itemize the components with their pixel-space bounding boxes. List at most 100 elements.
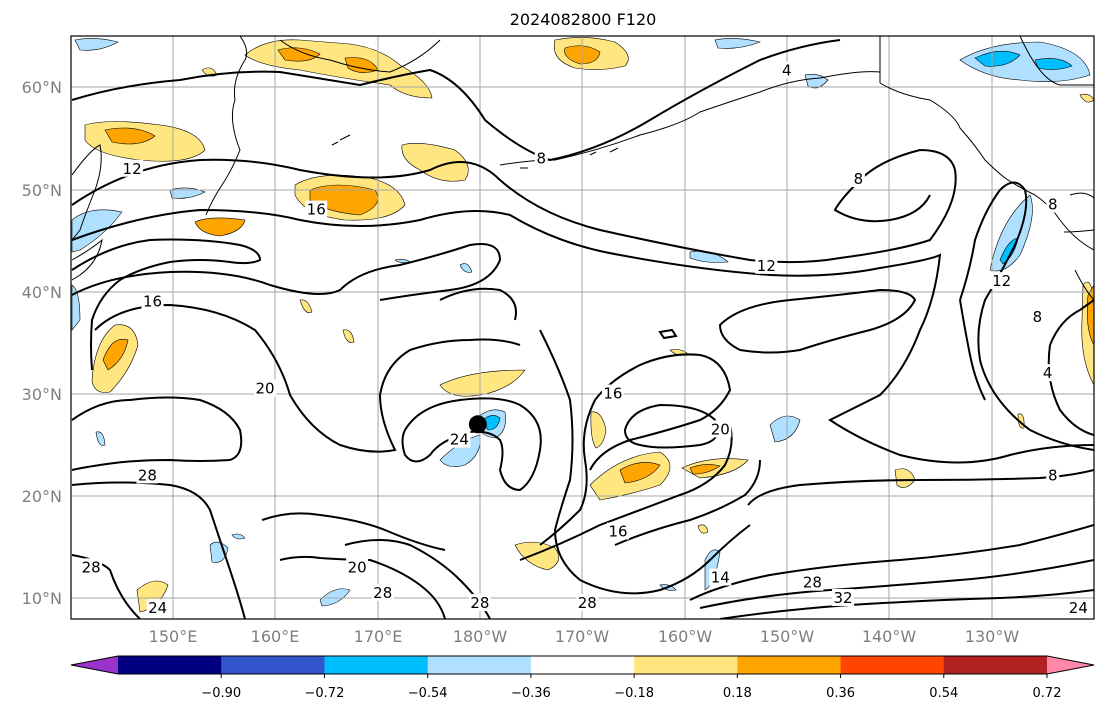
colorbar: −0.90 −0.72 −0.54 −0.36 −0.18 0.18 0.36 0.54 0.7… (70, 655, 1095, 701)
colorbar-tick-label: −0.54 (408, 686, 448, 701)
positive-anomaly-core (619, 462, 661, 484)
contour-label-bg (755, 256, 778, 274)
colorbar-segment (634, 656, 738, 674)
contour-label: 28 (578, 594, 597, 612)
lat-label: 20°N (22, 487, 62, 506)
colorbar-tick-label: 0.36 (826, 686, 855, 701)
lon-label: 130°W (965, 627, 1020, 646)
colorbar-tick-label: 0.54 (929, 686, 958, 701)
colorbar-tick-label: 0.72 (1033, 686, 1062, 701)
positive-anomaly-patch (590, 411, 607, 449)
contour-label: 28 (82, 558, 101, 576)
colorbar-segment (840, 656, 945, 674)
map-title: 2024082800 F120 (510, 10, 657, 29)
lat-label: 30°N (22, 385, 62, 404)
contour-label-bg (832, 589, 855, 606)
contour-label: 8 (1048, 196, 1058, 214)
lat-label: 50°N (22, 181, 62, 200)
contour-label-bg (254, 379, 277, 397)
colorbar-extend-low (71, 656, 118, 674)
contour-label-bg (1046, 195, 1060, 213)
lon-label: 140°W (862, 627, 917, 646)
positive-anomaly-patch (401, 143, 469, 182)
map-frame (70, 35, 1095, 620)
lon-label: 180°W (453, 627, 508, 646)
longitude-labels: 150°E 160°E 170°E 180°W 170°W 160°W 150°… (149, 627, 1020, 646)
positive-anomaly-core (102, 338, 129, 371)
contour-label: 16 (307, 201, 326, 219)
contour-label: 12 (123, 160, 142, 178)
positive-anomaly-patch (194, 217, 246, 237)
colorbar-segment (118, 656, 222, 674)
negative-anomaly-patch (989, 194, 1033, 272)
contour-label: 20 (256, 379, 275, 397)
contour-label-bg (709, 420, 732, 438)
colorbar-tick-label: −0.90 (201, 686, 241, 701)
contour-label: 24 (30, 231, 49, 249)
storm-center-marker (468, 415, 487, 434)
lat-label: 10°N (22, 589, 62, 608)
contour-label-bg (607, 522, 630, 540)
contour-label-bg (448, 430, 471, 448)
lon-label: 150°W (760, 627, 815, 646)
map-area: 4 8 8 8 8 12 12 12 16 16 16 16 20 20 20 24 24 24 24 28 28 28 2… (30, 36, 1094, 619)
negative-anomaly-patch (209, 541, 229, 563)
colorbar-tick-label: −0.18 (614, 686, 654, 701)
contour-label: 20 (711, 420, 730, 438)
contour-label: 16 (608, 523, 627, 541)
colorbar-extend-high (1047, 656, 1094, 674)
contour-label-bg (1030, 307, 1044, 325)
contour-label: 16 (603, 385, 622, 403)
coastlines (71, 36, 1094, 301)
contour-label: 8 (1033, 308, 1043, 326)
colorbar-segment (324, 656, 429, 674)
contour-label-bg (468, 594, 491, 612)
contour-label: 4 (1043, 364, 1053, 382)
negative-anomaly-patch (319, 588, 351, 607)
contour-label: 12 (757, 257, 776, 275)
contour-label-bg (990, 272, 1013, 290)
contour-label-bg (601, 384, 624, 402)
contour-label-bg (141, 292, 164, 310)
lon-label: 160°E (251, 627, 300, 646)
contour-label: 8 (537, 150, 547, 168)
colorbar-tick-label: 0.18 (723, 686, 752, 701)
contour-label-bg (346, 558, 369, 576)
contour-label-bg (121, 159, 144, 177)
contour-label: 14 (711, 569, 730, 587)
positive-anomaly-patch (439, 369, 526, 397)
contour-label: 32 (834, 589, 853, 607)
contour-label-bg (1046, 466, 1060, 484)
contour-label: 20 (348, 558, 367, 576)
contour-label-bg (780, 61, 794, 79)
contour-label-bg (1067, 599, 1090, 617)
colorbar-segment (427, 656, 532, 674)
contour-label: 12 (992, 272, 1011, 290)
contour-label: 28 (138, 466, 157, 484)
lon-label: 170°E (354, 627, 403, 646)
contour-label-bg (851, 169, 865, 187)
contour-label-bg (576, 594, 599, 612)
contour-label-bg (534, 149, 548, 167)
latitude-labels: 60°N 50°N 40°N 30°N 20°N 10°N (22, 78, 62, 608)
contour-label-bg (371, 583, 394, 601)
contour-label: 28 (470, 594, 489, 612)
contour-label: 8 (1048, 466, 1058, 484)
colorbar-segment (737, 656, 842, 674)
contour-label-bg (136, 466, 159, 484)
lat-label: 60°N (22, 78, 62, 97)
graticule (71, 36, 1094, 619)
contour-label-bg (305, 200, 328, 218)
contour-label-bg (801, 573, 824, 591)
contour-label: 24 (1069, 599, 1088, 617)
lon-label: 170°W (555, 627, 610, 646)
positive-anomaly-core (689, 464, 721, 475)
contour-label: 28 (373, 584, 392, 602)
negative-anomaly-patch (769, 415, 801, 443)
colorbar-segment (530, 656, 635, 674)
contour-label: 24 (450, 431, 469, 449)
negative-anomaly-core (974, 50, 1073, 70)
contour-label: 4 (782, 62, 792, 80)
contour-label: 16 (143, 293, 162, 311)
